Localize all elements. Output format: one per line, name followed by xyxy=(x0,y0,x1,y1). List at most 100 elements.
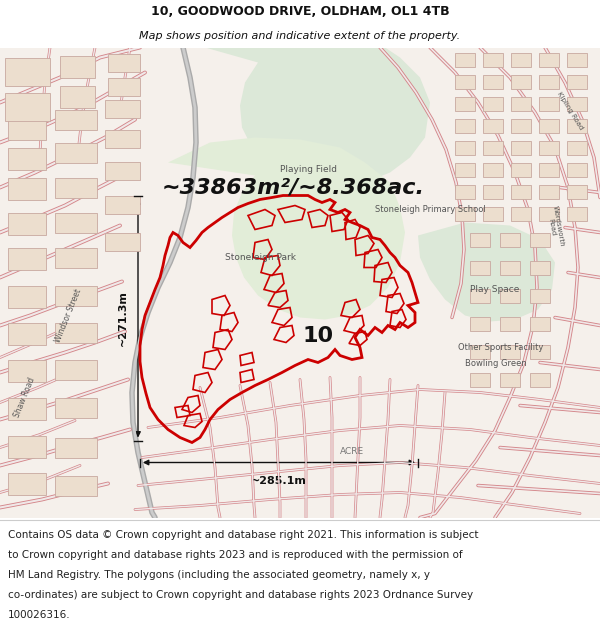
Text: ~285.1m: ~285.1m xyxy=(251,476,307,486)
Bar xyxy=(539,96,559,111)
Text: 10, GOODWOOD DRIVE, OLDHAM, OL1 4TB: 10, GOODWOOD DRIVE, OLDHAM, OL1 4TB xyxy=(151,6,449,18)
Text: Stoneleigh Park: Stoneleigh Park xyxy=(225,253,296,261)
Bar xyxy=(530,372,550,386)
Bar xyxy=(108,78,140,96)
Bar xyxy=(500,372,520,386)
Text: Wordsworth
Road: Wordsworth Road xyxy=(545,205,565,249)
Bar xyxy=(470,261,490,274)
Bar xyxy=(483,162,503,176)
Bar xyxy=(55,248,97,268)
Bar xyxy=(455,119,475,132)
Bar xyxy=(511,206,531,221)
Bar xyxy=(455,74,475,89)
Bar xyxy=(483,52,503,66)
Bar xyxy=(55,109,97,129)
Text: Bowling Green: Bowling Green xyxy=(465,359,527,369)
Bar xyxy=(500,344,520,359)
Polygon shape xyxy=(205,48,430,187)
Text: Windsor Street: Windsor Street xyxy=(53,288,83,344)
Text: Stoneleigh Primary School: Stoneleigh Primary School xyxy=(374,206,485,214)
Bar xyxy=(455,96,475,111)
Text: Shaw Road: Shaw Road xyxy=(13,376,37,419)
Bar xyxy=(470,232,490,246)
Text: Playing Field: Playing Field xyxy=(280,166,337,174)
Text: ACRE: ACRE xyxy=(340,448,364,456)
Bar xyxy=(55,476,97,496)
Bar xyxy=(530,289,550,302)
Bar xyxy=(8,472,46,494)
Bar xyxy=(567,184,587,199)
Bar xyxy=(483,119,503,132)
Bar xyxy=(511,52,531,66)
Text: Play Space: Play Space xyxy=(470,286,520,294)
Bar xyxy=(55,322,97,342)
Bar xyxy=(500,289,520,302)
Bar xyxy=(60,56,95,78)
Bar xyxy=(8,359,46,381)
Bar xyxy=(55,142,97,162)
Bar xyxy=(539,74,559,89)
Bar xyxy=(8,118,46,139)
Bar xyxy=(8,177,46,199)
Text: to Crown copyright and database rights 2023 and is reproduced with the permissio: to Crown copyright and database rights 2… xyxy=(8,550,463,560)
Bar xyxy=(530,316,550,331)
Bar xyxy=(8,436,46,457)
Bar xyxy=(500,232,520,246)
Bar xyxy=(567,96,587,111)
Bar xyxy=(55,177,97,198)
Bar xyxy=(483,184,503,199)
Bar xyxy=(470,372,490,386)
Bar xyxy=(511,184,531,199)
Bar xyxy=(567,206,587,221)
Bar xyxy=(105,99,140,118)
Bar xyxy=(539,119,559,132)
Bar xyxy=(483,96,503,111)
Bar xyxy=(470,344,490,359)
Text: Other Sports Facility: Other Sports Facility xyxy=(458,342,544,351)
Bar xyxy=(470,316,490,331)
Bar xyxy=(105,232,140,251)
Bar xyxy=(5,58,50,86)
Bar xyxy=(500,316,520,331)
Bar xyxy=(455,162,475,176)
Text: Kipling Road: Kipling Road xyxy=(556,91,584,131)
Bar xyxy=(567,119,587,132)
Bar xyxy=(8,213,46,234)
Text: 10: 10 xyxy=(302,326,334,346)
Bar xyxy=(483,141,503,154)
Bar xyxy=(8,322,46,344)
Bar xyxy=(105,196,140,214)
Polygon shape xyxy=(168,138,405,319)
Bar xyxy=(105,129,140,148)
Bar xyxy=(483,206,503,221)
Bar xyxy=(567,52,587,66)
Bar xyxy=(8,148,46,169)
Bar xyxy=(530,261,550,274)
Text: ~33863m²/~8.368ac.: ~33863m²/~8.368ac. xyxy=(162,177,425,198)
Bar xyxy=(530,232,550,246)
Bar xyxy=(511,119,531,132)
Bar xyxy=(567,162,587,176)
Bar xyxy=(8,398,46,419)
Bar xyxy=(511,162,531,176)
Bar xyxy=(55,286,97,306)
Bar xyxy=(8,286,46,308)
Bar xyxy=(55,213,97,232)
Bar xyxy=(455,141,475,154)
Text: co-ordinates) are subject to Crown copyright and database rights 2023 Ordnance S: co-ordinates) are subject to Crown copyr… xyxy=(8,590,473,600)
Bar xyxy=(539,141,559,154)
Bar xyxy=(500,261,520,274)
Bar xyxy=(55,359,97,379)
Text: HM Land Registry. The polygons (including the associated geometry, namely x, y: HM Land Registry. The polygons (includin… xyxy=(8,570,430,580)
Bar xyxy=(60,86,95,107)
Bar xyxy=(530,344,550,359)
Text: 100026316.: 100026316. xyxy=(8,610,70,620)
Bar xyxy=(5,92,50,121)
Bar xyxy=(567,141,587,154)
Text: Contains OS data © Crown copyright and database right 2021. This information is : Contains OS data © Crown copyright and d… xyxy=(8,531,478,541)
Bar xyxy=(55,438,97,458)
Bar xyxy=(539,52,559,66)
Bar xyxy=(8,248,46,269)
Bar xyxy=(539,206,559,221)
Text: ~271.3m: ~271.3m xyxy=(118,290,128,346)
